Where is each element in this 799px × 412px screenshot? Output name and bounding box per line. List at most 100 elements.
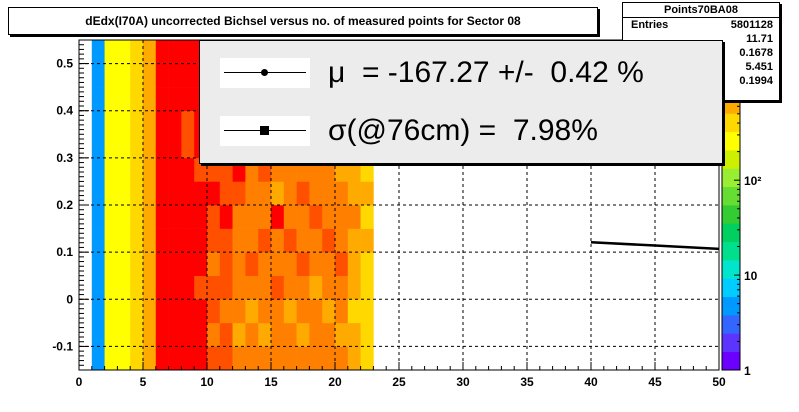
y-tick-label: 0 — [66, 292, 73, 306]
heatmap-cell — [168, 181, 182, 206]
heatmap-cell — [207, 275, 221, 300]
heatmap-cell — [258, 228, 272, 253]
heatmap-cell — [117, 299, 131, 324]
color-scale-cell — [722, 315, 740, 334]
heatmap-cell — [309, 346, 323, 371]
heatmap-cell — [232, 181, 246, 206]
circle-marker-icon — [220, 58, 310, 88]
heatmap-cell — [245, 228, 259, 253]
heatmap-cell — [117, 87, 131, 112]
heatmap-cell — [347, 252, 361, 277]
heatmap-cell — [335, 181, 349, 206]
x-tick-label: 0 — [76, 375, 83, 389]
heatmap-cell — [347, 228, 361, 253]
heatmap-cell — [360, 205, 374, 229]
heatmap-cell — [91, 134, 105, 159]
heatmap-cell — [104, 252, 118, 277]
heatmap-cell — [232, 205, 246, 229]
heatmap-cell — [245, 299, 259, 324]
heatmap-cell — [360, 322, 374, 347]
heatmap-cell — [258, 275, 272, 300]
heatmap-cell — [360, 252, 374, 277]
heatmap-cell — [117, 322, 131, 347]
heatmap-cell — [232, 322, 246, 347]
stats-value: 5801128 — [730, 19, 773, 31]
x-tick-label: 5 — [140, 375, 147, 389]
heatmap-cell — [322, 275, 336, 300]
heatmap-cell — [168, 322, 182, 347]
heatmap-cell — [309, 322, 323, 347]
heatmap-cell — [104, 299, 118, 324]
heatmap-cell — [104, 157, 118, 182]
heatmap-cell — [194, 181, 208, 206]
heatmap-cell — [194, 299, 208, 324]
heatmap-cell — [155, 157, 169, 182]
heatmap-cell — [232, 346, 246, 371]
fit-line — [590, 240, 720, 251]
heatmap-cell — [104, 181, 118, 206]
heatmap-cell — [271, 275, 285, 300]
x-tick-label: 10 — [200, 375, 214, 389]
heatmap-cell — [168, 87, 182, 112]
color-scale-cell — [722, 296, 740, 316]
heatmap-cell — [322, 346, 336, 371]
x-tick-label: 20 — [328, 375, 342, 389]
heatmap-cell — [347, 205, 361, 229]
heatmap-cell — [143, 157, 157, 182]
heatmap-cell — [360, 346, 374, 371]
heatmap-cell — [168, 252, 182, 277]
heatmap-cell — [104, 87, 118, 112]
fit-legend-sigma-row: σ(@76cm) = 7.98% — [220, 109, 598, 153]
heatmap-cell — [91, 157, 105, 182]
fit-mu-text: μ = -167.27 +/- 0.42 % — [328, 56, 644, 89]
heatmap-cell — [283, 346, 297, 371]
heatmap-cell — [219, 322, 233, 347]
heatmap-cell — [130, 346, 144, 371]
heatmap-cell — [309, 275, 323, 300]
heatmap-cell — [117, 134, 131, 159]
fit-legend-mu-row: μ = -167.27 +/- 0.42 % — [220, 51, 644, 95]
heatmap-cell — [335, 299, 349, 324]
heatmap-cell — [207, 346, 221, 371]
heatmap-cell — [181, 40, 195, 64]
y-tick-label: -0.1 — [52, 339, 73, 353]
heatmap-cell — [155, 322, 169, 347]
heatmap-cell — [296, 299, 310, 324]
heatmap-cell — [104, 228, 118, 253]
heatmap-cell — [219, 346, 233, 371]
heatmap-cell — [245, 205, 259, 229]
heatmap-cell — [168, 299, 182, 324]
heatmap-cell — [155, 275, 169, 300]
color-scale-cell — [722, 113, 740, 133]
heatmap-cell — [117, 228, 131, 253]
heatmap-cell — [296, 181, 310, 206]
heatmap-cell — [104, 322, 118, 347]
heatmap-cell — [309, 205, 323, 229]
heatmap-cell — [219, 252, 233, 277]
heatmap-cell — [130, 228, 144, 253]
heatmap-cell — [181, 205, 195, 229]
stats-row: 0.1994 — [623, 74, 779, 88]
color-scale-cell — [722, 131, 740, 151]
heatmap-cell — [194, 205, 208, 229]
heatmap-cell — [168, 275, 182, 300]
heatmap-cell — [155, 346, 169, 371]
stats-value: 11.71 — [746, 33, 773, 45]
heatmap-cell — [296, 346, 310, 371]
heatmap-cell — [245, 275, 259, 300]
heatmap-cell — [181, 157, 195, 182]
heatmap-cell — [155, 110, 169, 135]
heatmap-cell — [245, 322, 259, 347]
y-tick-label: 0.1 — [56, 245, 73, 259]
heatmap-cell — [117, 157, 131, 182]
heatmap-cell — [347, 299, 361, 324]
heatmap-cell — [181, 228, 195, 253]
heatmap-cell — [296, 252, 310, 277]
heatmap-cell — [181, 110, 195, 135]
x-tick-label: 40 — [584, 375, 598, 389]
color-scale-cell — [722, 186, 740, 206]
heatmap-cell — [283, 275, 297, 300]
heatmap-cell — [104, 40, 118, 64]
heatmap-cell — [194, 346, 208, 371]
